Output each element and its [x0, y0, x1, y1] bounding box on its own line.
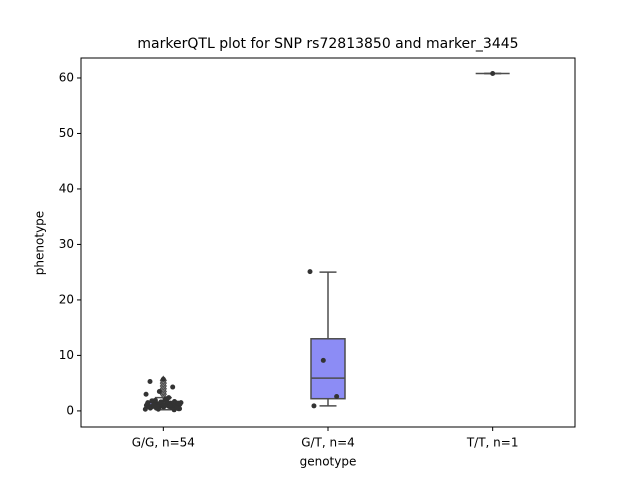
point	[311, 403, 317, 409]
point	[320, 357, 326, 363]
point	[307, 269, 313, 275]
point	[490, 71, 496, 77]
point	[152, 397, 158, 403]
point	[160, 376, 166, 382]
point	[156, 388, 162, 394]
point	[158, 399, 164, 405]
y-tick-label: 20	[59, 292, 74, 306]
point	[175, 400, 181, 406]
x-tick-label: G/T, n=4	[301, 436, 355, 450]
point	[170, 384, 176, 390]
point	[174, 405, 180, 411]
y-tick-label: 60	[59, 70, 74, 84]
point	[143, 391, 149, 397]
point	[142, 406, 148, 412]
point	[151, 402, 157, 408]
point	[334, 393, 340, 399]
y-tick-label: 0	[66, 403, 74, 417]
y-axis-label: phenotype	[33, 211, 47, 275]
point	[144, 401, 150, 407]
x-axis-label: genotype	[300, 455, 357, 469]
point	[167, 402, 173, 408]
x-tick-label: T/T, n=1	[466, 436, 519, 450]
y-tick-label: 30	[59, 237, 74, 251]
y-tick-label: 50	[59, 126, 74, 140]
y-tick-label: 10	[59, 348, 74, 362]
box	[310, 338, 346, 400]
point	[147, 378, 153, 384]
chart-title: markerQTL plot for SNP rs72813850 and ma…	[137, 36, 518, 52]
point	[164, 399, 170, 405]
plot-frame	[80, 57, 576, 428]
x-tick-label: G/G, n=54	[132, 436, 195, 450]
y-tick-label: 40	[59, 181, 74, 195]
point	[166, 395, 172, 401]
